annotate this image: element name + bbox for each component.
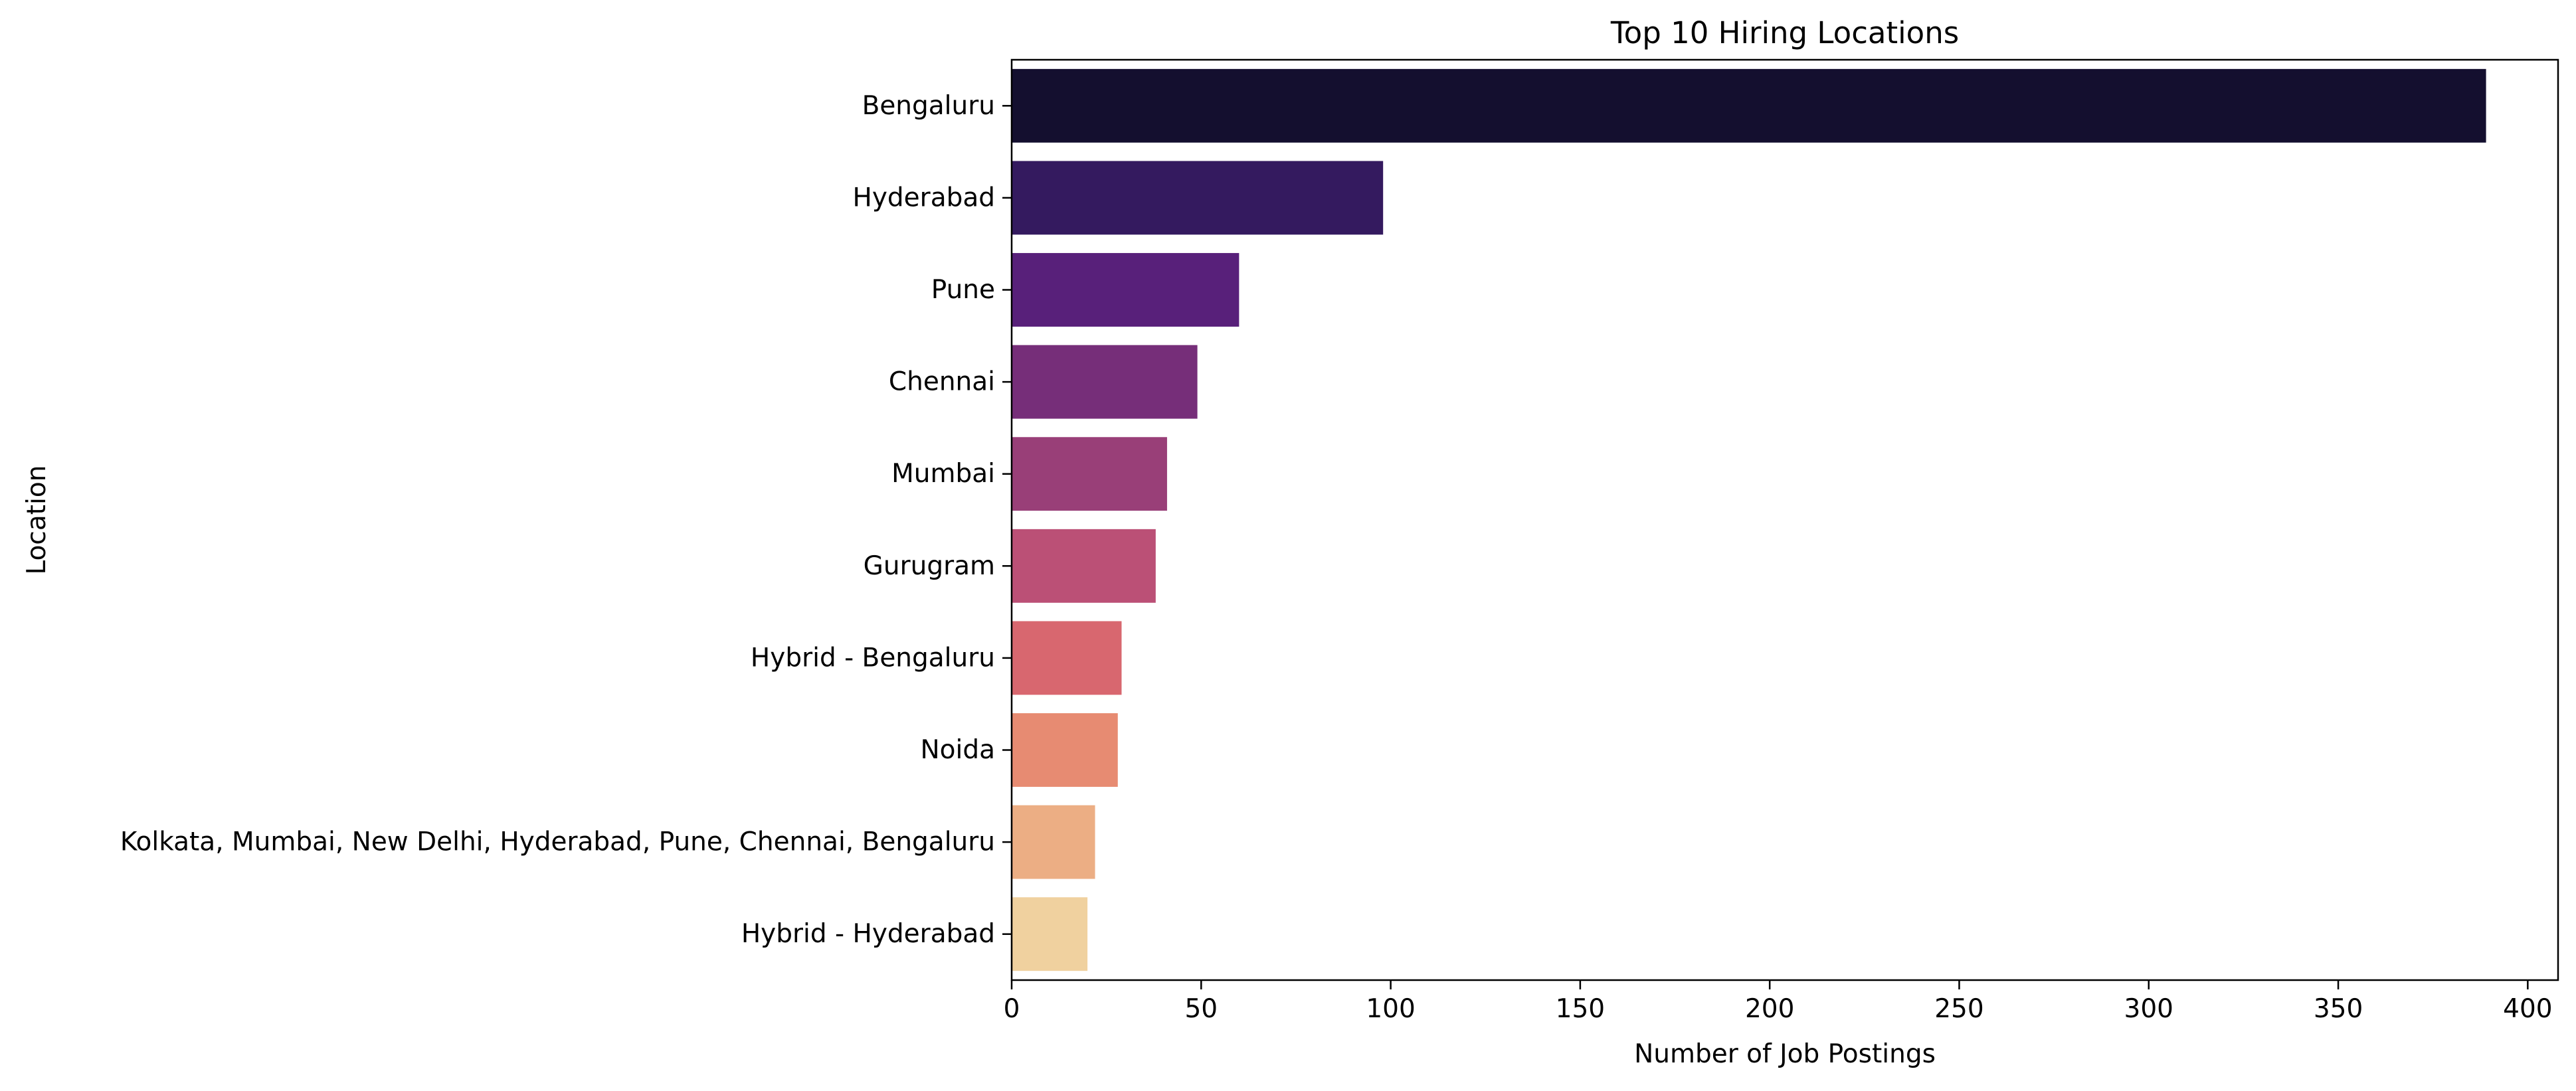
x-tick-label: 0 (1004, 994, 1020, 1024)
bar-2 (1012, 161, 1384, 235)
bar-5 (1012, 437, 1167, 511)
y-tick-label: Hybrid - Bengaluru (751, 643, 995, 673)
x-tick-label: 150 (1556, 994, 1605, 1024)
bar-9 (1012, 805, 1095, 879)
x-tick-label: 350 (2314, 994, 2363, 1024)
x-tick-label: 250 (1934, 994, 1983, 1024)
x-axis-ticks: 0 50 100 150 200 250 300 350 400 (1004, 980, 2553, 1024)
bar-4 (1012, 345, 1198, 419)
bar-8 (1012, 713, 1118, 787)
y-tick-label: Hyderabad (853, 183, 996, 212)
bar-6 (1012, 529, 1156, 603)
y-axis-label: Location (22, 465, 52, 575)
x-tick-label: 50 (1184, 994, 1218, 1024)
x-tick-label: 200 (1745, 994, 1794, 1024)
y-tick-label: Kolkata, Mumbai, New Delhi, Hyderabad, P… (120, 827, 995, 857)
x-axis-label: Number of Job Postings (1634, 1039, 1936, 1069)
bar-10 (1012, 897, 1088, 971)
y-tick-label: Hybrid - Hyderabad (741, 919, 995, 949)
bars-group (1012, 68, 2486, 971)
chart-title: Top 10 Hiring Locations (1610, 15, 1959, 50)
bar-7 (1012, 621, 1122, 695)
x-tick-label: 400 (2503, 994, 2552, 1024)
y-axis-ticks: Bengaluru Hyderabad Pune Chennai Mumbai Gurug… (120, 91, 1012, 949)
y-tick-label: Bengaluru (862, 91, 995, 121)
y-tick-label: Mumbai (891, 459, 995, 489)
x-tick-label: 300 (2124, 994, 2173, 1024)
bar-3 (1012, 253, 1240, 327)
bar-1 (1012, 68, 2486, 143)
y-tick-label: Pune (931, 275, 995, 305)
y-tick-label: Chennai (889, 367, 995, 397)
y-tick-label: Noida (920, 735, 995, 765)
y-tick-label: Gurugram (864, 551, 995, 581)
plot-frame (1010, 58, 2559, 981)
x-tick-label: 100 (1366, 994, 1415, 1024)
